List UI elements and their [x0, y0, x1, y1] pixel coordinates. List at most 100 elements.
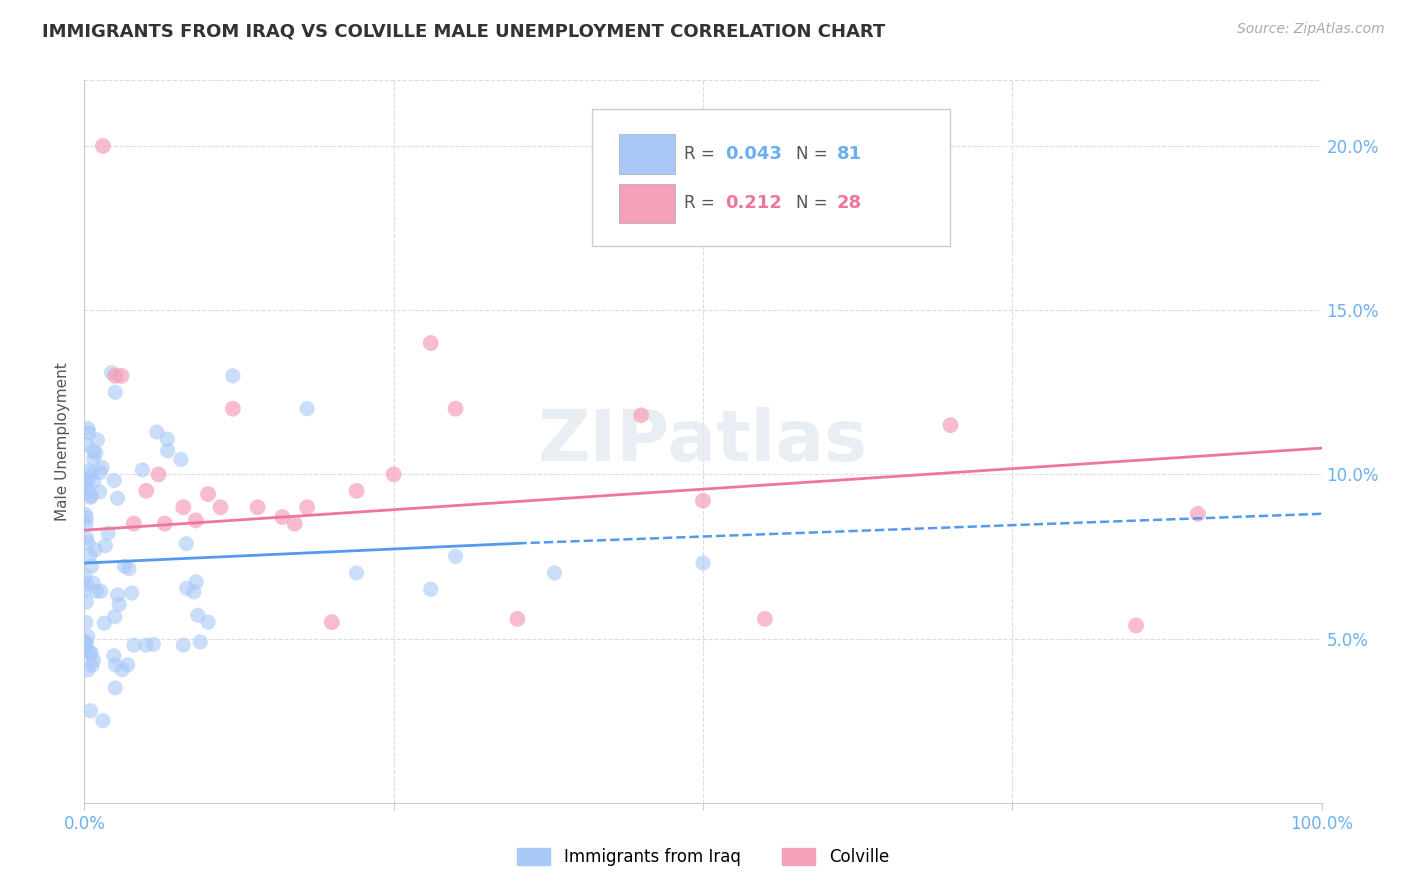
- Point: [100, 366, 122, 380]
- Point: [142, 637, 165, 651]
- Point: [184, 513, 207, 527]
- Point: [77, 425, 100, 440]
- Point: [104, 681, 127, 695]
- Point: [76, 576, 98, 591]
- Point: [295, 500, 318, 515]
- Point: [77, 484, 100, 499]
- Point: [82, 576, 104, 591]
- Point: [118, 561, 141, 575]
- Point: [82, 658, 104, 673]
- Point: [79, 548, 101, 562]
- Point: [79, 491, 101, 505]
- Text: ZIPatlas: ZIPatlas: [538, 407, 868, 476]
- Point: [692, 556, 714, 570]
- Point: [174, 536, 197, 550]
- Point: [543, 566, 565, 580]
- Point: [75, 531, 97, 545]
- Point: [80, 559, 103, 574]
- Point: [506, 612, 529, 626]
- Point: [75, 615, 97, 630]
- Point: [75, 638, 97, 652]
- Point: [172, 638, 194, 652]
- Point: [80, 467, 103, 481]
- Point: [222, 368, 245, 383]
- Point: [76, 421, 98, 435]
- Point: [209, 500, 232, 515]
- Point: [419, 336, 441, 351]
- Point: [135, 638, 157, 652]
- Point: [183, 584, 205, 599]
- Point: [107, 491, 129, 506]
- Point: [79, 704, 101, 718]
- Text: IMMIGRANTS FROM IRAQ VS COLVILLE MALE UNEMPLOYMENT CORRELATION CHART: IMMIGRANTS FROM IRAQ VS COLVILLE MALE UN…: [42, 22, 886, 40]
- Point: [103, 648, 125, 663]
- Point: [76, 475, 98, 489]
- Point: [91, 460, 114, 475]
- Text: Source: ZipAtlas.com: Source: ZipAtlas.com: [1237, 22, 1385, 37]
- Text: N =: N =: [796, 145, 832, 163]
- Point: [114, 559, 136, 574]
- Point: [110, 368, 132, 383]
- Point: [80, 489, 103, 503]
- Point: [75, 437, 97, 451]
- Point: [419, 582, 441, 597]
- Point: [76, 475, 98, 489]
- Point: [104, 385, 127, 400]
- Point: [79, 646, 101, 660]
- Point: [121, 586, 143, 600]
- Point: [82, 653, 104, 667]
- Legend: Immigrants from Iraq, Colville: Immigrants from Iraq, Colville: [509, 840, 897, 875]
- Point: [83, 451, 105, 466]
- Point: [80, 646, 103, 660]
- Point: [271, 510, 294, 524]
- Point: [146, 425, 169, 439]
- Point: [135, 483, 157, 498]
- Point: [89, 466, 111, 480]
- Text: 81: 81: [837, 145, 862, 163]
- Point: [122, 638, 145, 652]
- Point: [104, 609, 127, 624]
- Point: [93, 616, 115, 631]
- Point: [82, 444, 104, 458]
- Point: [131, 463, 153, 477]
- Point: [122, 516, 145, 531]
- Point: [630, 409, 652, 423]
- Point: [444, 549, 467, 564]
- Point: [90, 584, 112, 599]
- Point: [176, 581, 198, 595]
- Point: [346, 483, 368, 498]
- Point: [73, 642, 96, 657]
- Text: 0.043: 0.043: [725, 145, 782, 163]
- Point: [148, 467, 170, 482]
- Point: [104, 657, 127, 672]
- Point: [444, 401, 467, 416]
- Point: [73, 582, 96, 597]
- Point: [170, 452, 193, 467]
- Point: [382, 467, 405, 482]
- Point: [75, 595, 97, 609]
- Point: [111, 663, 134, 677]
- Point: [75, 517, 97, 532]
- Point: [188, 635, 211, 649]
- Point: [75, 635, 97, 649]
- FancyBboxPatch shape: [619, 135, 675, 174]
- Point: [184, 574, 207, 589]
- Point: [107, 588, 129, 602]
- Point: [222, 401, 245, 416]
- Point: [754, 612, 776, 626]
- Point: [84, 446, 107, 460]
- Point: [77, 630, 100, 644]
- Text: R =: R =: [685, 194, 720, 212]
- Point: [939, 418, 962, 433]
- Point: [117, 657, 139, 672]
- Point: [73, 568, 96, 582]
- Point: [97, 526, 120, 541]
- Y-axis label: Male Unemployment: Male Unemployment: [55, 362, 70, 521]
- FancyBboxPatch shape: [592, 109, 950, 246]
- Point: [91, 139, 114, 153]
- Point: [172, 500, 194, 515]
- Point: [83, 474, 105, 488]
- Point: [73, 477, 96, 491]
- Point: [73, 636, 96, 650]
- Point: [346, 566, 368, 580]
